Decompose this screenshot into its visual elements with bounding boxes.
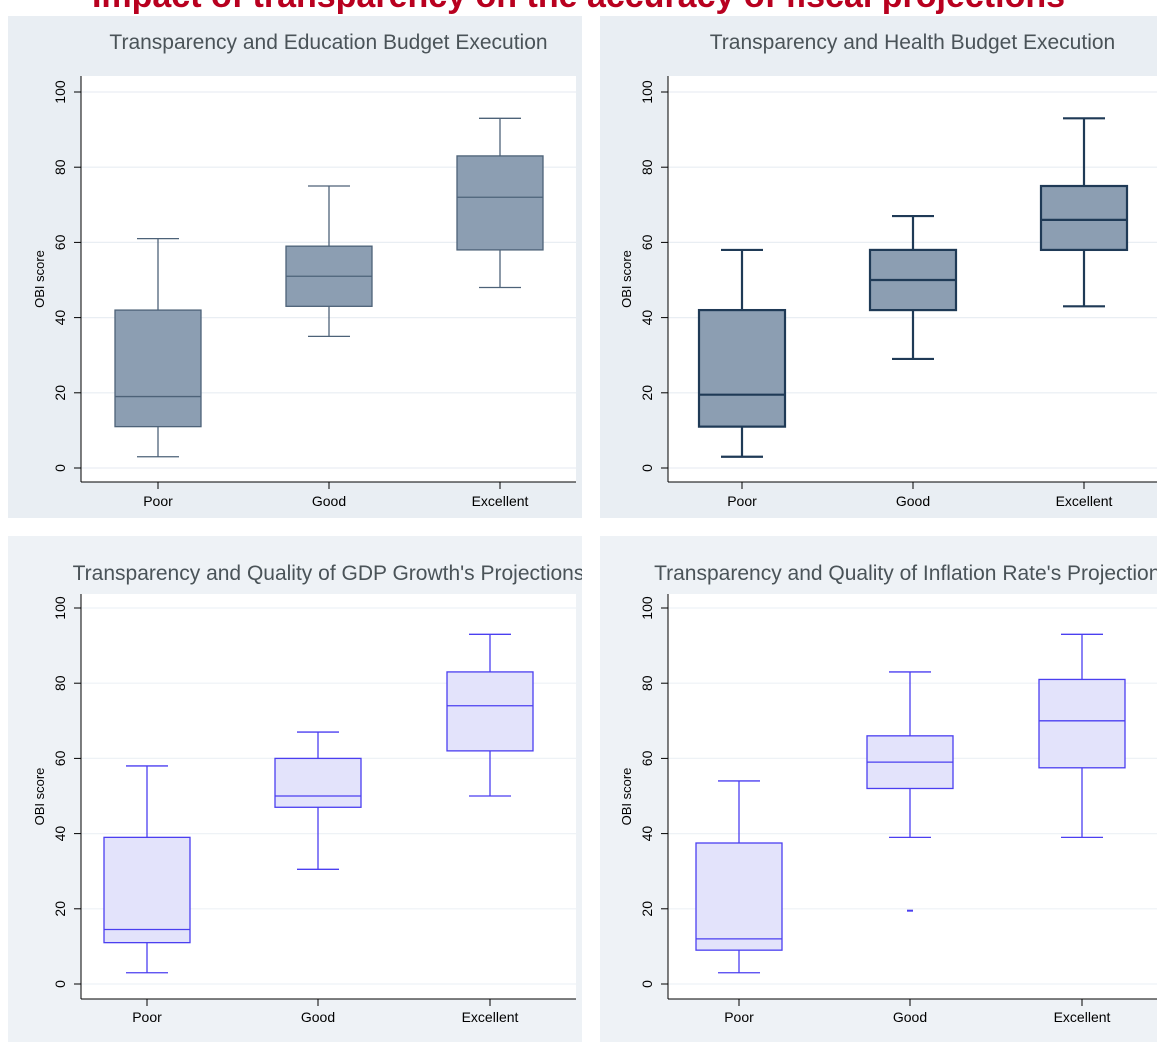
chart-education-budget: Transparency and Education Budget Execut…: [8, 16, 582, 518]
box-iqr: [1038, 678, 1126, 769]
y-tick-label: 100: [52, 596, 68, 620]
chart-inflation-rate-projections: Transparency and Quality of Inflation Ra…: [600, 536, 1157, 1042]
y-axis-label: OBI score: [619, 768, 634, 826]
y-tick-label: 40: [52, 826, 68, 842]
y-axis-label: OBI score: [619, 250, 634, 308]
y-tick-label: 80: [52, 159, 68, 175]
chart-title: Transparency and Quality of Inflation Ra…: [654, 562, 1157, 585]
y-tick-label: 80: [52, 675, 68, 691]
y-tick-label: 20: [639, 385, 655, 401]
box-iqr: [103, 836, 191, 944]
x-tick-label: Excellent: [462, 1009, 519, 1025]
y-tick-label: 40: [52, 310, 68, 326]
box-iqr: [114, 309, 202, 428]
y-tick-label: 60: [639, 750, 655, 766]
y-tick-label: 60: [52, 750, 68, 766]
page-header: Impact of transparency on the accuracy o…: [0, 0, 1157, 14]
x-tick-label: Excellent: [472, 493, 529, 509]
y-tick-label: 80: [639, 675, 655, 691]
x-tick-label: Poor: [724, 1009, 754, 1025]
y-tick-label: 0: [52, 464, 68, 472]
box-poor: [695, 780, 783, 974]
box-iqr: [1039, 184, 1129, 252]
x-tick-label: Poor: [132, 1009, 162, 1025]
y-axis-label: OBI score: [32, 768, 47, 826]
chart-title: Transparency and Education Budget Execut…: [109, 31, 547, 54]
y-tick-label: 60: [52, 234, 68, 250]
y-tick-label: 100: [52, 80, 68, 104]
chart-gdp-growth-projections: Transparency and Quality of GDP Growth's…: [8, 536, 582, 1042]
box-iqr: [697, 308, 787, 428]
y-tick-label: 20: [52, 385, 68, 401]
box-poor: [103, 765, 191, 974]
x-tick-label: Good: [301, 1009, 335, 1025]
x-tick-label: Excellent: [1056, 493, 1113, 509]
y-tick-label: 20: [639, 901, 655, 917]
box-iqr: [695, 842, 783, 951]
x-tick-label: Good: [896, 493, 930, 509]
chart-title: Transparency and Quality of GDP Growth's…: [73, 562, 582, 585]
chart-health-budget: Transparency and Health Budget Execution…: [600, 16, 1157, 518]
y-tick-label: 0: [639, 464, 655, 472]
box-good: [866, 671, 954, 912]
box-good: [868, 214, 958, 361]
y-tick-label: 100: [639, 80, 655, 104]
x-tick-label: Good: [893, 1009, 927, 1025]
box-poor: [697, 248, 787, 458]
y-tick-label: 0: [52, 980, 68, 988]
box-excellent: [1038, 633, 1126, 839]
y-tick-label: 100: [639, 596, 655, 620]
y-axis-label: OBI score: [32, 250, 47, 308]
x-tick-label: Poor: [143, 493, 173, 509]
y-tick-label: 20: [52, 901, 68, 917]
x-tick-label: Poor: [727, 493, 757, 509]
y-tick-label: 0: [639, 980, 655, 988]
box-iqr: [274, 757, 362, 808]
y-tick-label: 40: [639, 826, 655, 842]
box-excellent: [446, 633, 534, 797]
y-tick-label: 60: [639, 234, 655, 250]
box-iqr: [446, 671, 534, 752]
y-tick-label: 40: [639, 310, 655, 326]
box-excellent: [1039, 117, 1129, 308]
x-tick-label: Good: [312, 493, 346, 509]
y-tick-label: 80: [639, 159, 655, 175]
box-excellent: [456, 117, 544, 289]
box-iqr: [456, 155, 544, 251]
box-good: [285, 185, 373, 338]
page-header-title: Impact of transparency on the accuracy o…: [0, 0, 1157, 14]
x-tick-label: Excellent: [1054, 1009, 1111, 1025]
box-good: [274, 731, 362, 870]
box-poor: [114, 237, 202, 458]
chart-title: Transparency and Health Budget Execution: [710, 31, 1115, 54]
